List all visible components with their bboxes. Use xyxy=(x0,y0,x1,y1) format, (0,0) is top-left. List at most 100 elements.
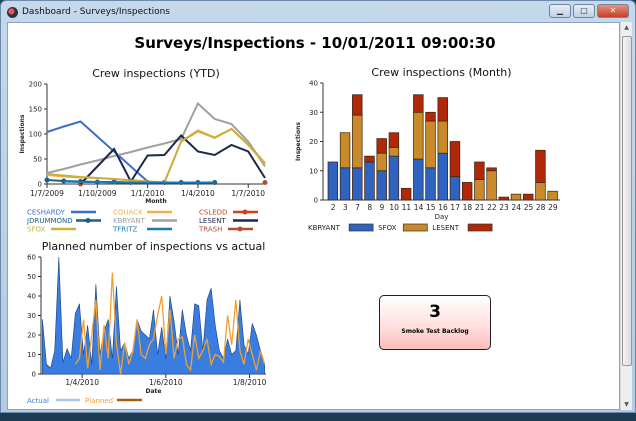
vertical-scrollbar[interactable]: ▲ ▼ xyxy=(620,22,632,410)
x-tick-label: 16 xyxy=(438,203,448,212)
bar-sfox-day-10 xyxy=(388,147,400,157)
y-tick-label: 200 xyxy=(29,81,42,89)
x-tick-label: 1/6/2010 xyxy=(149,378,183,387)
bar-lesent-day-23 xyxy=(498,196,510,201)
bar-kbryant-day-2 xyxy=(327,161,339,201)
month-chart-y-label: Inspections xyxy=(295,122,302,161)
legend-label-ceshardy: CESHARDY xyxy=(27,209,66,217)
legend-marker xyxy=(242,209,248,215)
x-tick-label: 9 xyxy=(380,203,385,212)
series-line-kbryant xyxy=(46,101,266,174)
app-icon xyxy=(7,7,18,18)
bar-lesent-day-21 xyxy=(474,161,485,180)
y-tick-label: 10 xyxy=(309,167,318,175)
x-tick-label: 25 xyxy=(524,203,534,212)
ytd-x-label: Month xyxy=(145,198,167,205)
bar-lesent-day-14 xyxy=(413,94,424,113)
x-tick-label: 7 xyxy=(355,203,360,212)
legend-swatch xyxy=(348,223,374,232)
bar-sfox-day-3 xyxy=(339,132,351,169)
y-tick-label: 40 xyxy=(27,293,36,301)
legend-label-sfox: SFOX xyxy=(378,224,397,232)
scroll-up-icon[interactable]: ▲ xyxy=(624,24,629,31)
bar-lesent-day-22 xyxy=(486,167,497,172)
y-tick-label: 60 xyxy=(27,254,36,262)
series-line-lesent xyxy=(79,134,266,185)
x-tick-label: 1/4/2010 xyxy=(65,378,99,387)
series-line-planned xyxy=(74,272,266,375)
legend-marker xyxy=(85,218,91,223)
bar-sfox-day-16 xyxy=(437,120,448,154)
x-tick-label: 28 xyxy=(536,203,546,212)
x-tick-label: 1/4/2010 xyxy=(181,189,215,198)
legend-swatch xyxy=(467,223,493,232)
maximize-button[interactable]: □ xyxy=(573,4,595,18)
legend-label-csledd: CSLEDD xyxy=(199,209,227,217)
bar-sfox-day-14 xyxy=(413,111,424,160)
bar-kbryant-day-3 xyxy=(339,167,351,201)
y-tick-label: 30 xyxy=(27,312,36,320)
bar-lesent-day-17 xyxy=(449,141,461,177)
x-tick-label: 23 xyxy=(499,203,509,212)
bar-sfox-day-29 xyxy=(547,190,558,201)
bar-sfox-day-7 xyxy=(352,114,363,169)
y-tick-label: 30 xyxy=(309,109,318,117)
legend-label-sfox: SFOX xyxy=(27,226,46,234)
bar-sfox-day-28 xyxy=(535,182,546,201)
series-line-tfritz xyxy=(63,180,215,184)
bar-sfox-day-22 xyxy=(486,170,497,201)
minimize-button[interactable]: ▁ xyxy=(549,4,571,18)
x-tick-label: 8 xyxy=(367,203,372,212)
x-tick-label: 1/7/2009 xyxy=(30,189,64,198)
page-title: Surveys/Inspections - 10/01/2011 09:00:3… xyxy=(134,34,496,52)
x-tick-label: 11 xyxy=(402,203,412,212)
bar-kbryant-day-14 xyxy=(413,158,424,201)
legend-label-jdrummond: JDRUMMOND xyxy=(26,217,73,225)
y-tick-label: 100 xyxy=(29,131,42,139)
bar-kbryant-day-10 xyxy=(388,155,400,201)
x-tick-label: 29 xyxy=(548,203,558,212)
bar-sfox-day-24 xyxy=(510,193,522,201)
bar-kbryant-day-7 xyxy=(352,167,363,201)
bar-kbryant-day-9 xyxy=(376,170,387,201)
bar-lesent-day-16 xyxy=(437,97,448,122)
y-tick-label: 0 xyxy=(314,197,318,205)
kpi-value: 3 xyxy=(429,302,441,322)
y-tick-label: 50 xyxy=(33,156,42,164)
x-tick-label: 1/10/2009 xyxy=(78,189,117,198)
bar-lesent-day-18 xyxy=(461,182,473,201)
bar-lesent-day-10 xyxy=(388,132,400,148)
bar-sfox-day-9 xyxy=(376,152,387,172)
bar-kbryant-day-16 xyxy=(437,152,448,201)
scroll-thumb[interactable] xyxy=(622,36,632,366)
y-tick-label: 20 xyxy=(27,332,36,340)
planned-x-label: Date xyxy=(146,388,162,395)
kpi-smoke-test-backlog[interactable]: 3 Smoke Test Backlog xyxy=(379,295,491,350)
bar-lesent-day-8 xyxy=(364,155,375,163)
bar-lesent-day-11 xyxy=(400,187,412,201)
close-button[interactable]: ✕ xyxy=(597,4,629,18)
window-title: Dashboard - Surveys/Inspections xyxy=(22,7,170,17)
kpi-label: Smoke Test Backlog xyxy=(401,328,469,335)
month-chart-title: Crew inspections (Month) xyxy=(371,66,511,79)
x-tick-label: 21 xyxy=(475,203,485,212)
y-tick-label: 0 xyxy=(32,371,36,379)
title-bar: Dashboard - Surveys/Inspections ▁ □ ✕ xyxy=(1,1,635,23)
x-tick-label: 17 xyxy=(450,203,460,212)
bar-kbryant-day-15 xyxy=(425,167,436,201)
legend-label-kbryant: KBRYANT xyxy=(308,224,341,232)
bar-lesent-day-25 xyxy=(523,193,534,201)
scroll-down-icon[interactable]: ▼ xyxy=(624,401,629,408)
legend-label-tfritz: TFRITZ xyxy=(112,226,138,234)
y-tick-label: 150 xyxy=(29,106,42,114)
legend-label-trash: TRASH xyxy=(198,226,222,234)
x-tick-label: 18 xyxy=(463,203,473,212)
bar-sfox-day-21 xyxy=(474,179,485,201)
x-tick-label: 1/1/2010 xyxy=(131,189,165,198)
x-tick-label: 24 xyxy=(511,203,521,212)
y-tick-label: 10 xyxy=(27,351,36,359)
x-tick-label: 22 xyxy=(487,203,497,212)
planned-chart-title: Planned number of inspections vs actual xyxy=(42,240,266,253)
legend-label-lesent: LESENT xyxy=(432,224,459,232)
